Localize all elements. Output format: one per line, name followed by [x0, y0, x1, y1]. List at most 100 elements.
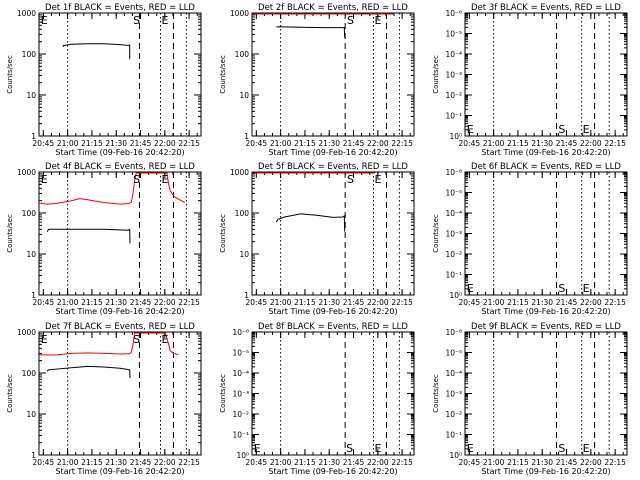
x-tick-label: 21:45 [130, 298, 152, 307]
x-tick-label: 20:45 [246, 139, 268, 148]
marker-label-s: S [558, 123, 565, 136]
events-series-line [62, 43, 131, 60]
x-tick-label: 22:15 [178, 458, 200, 467]
x-tick-label: 21:45 [556, 298, 578, 307]
y-axis-label: Counts/sec [432, 55, 440, 94]
x-tick-label: 21:30 [318, 139, 340, 148]
x-tick-label: 20:45 [459, 139, 481, 148]
plot-det5: Det 5f BLACK = Events, RED = LLD 1 10 100 10… [219, 162, 415, 316]
x-tick-label: 21:00 [270, 458, 292, 467]
x-tick-label: 21:00 [483, 139, 505, 148]
x-tick-label: 20:45 [33, 139, 55, 148]
x-tick-label: 21:45 [343, 458, 365, 467]
marker-label-s: S [133, 333, 140, 346]
x-tick-label: 21:00 [270, 139, 292, 148]
marker-label-s: S [558, 442, 565, 455]
events-series-line [46, 365, 131, 379]
x-tick-label: 21:15 [507, 298, 529, 307]
y-tick-label: 10⁰ [236, 451, 249, 460]
y-tick-label: 10⁻¹ [445, 112, 462, 121]
y-axis-label: Counts/sec [219, 374, 227, 413]
y-tick-label: 10⁻¹ [232, 431, 249, 440]
x-axis-label: Start Time (09-Feb-16 20:42:20) [55, 148, 184, 157]
marker-label-s: S [133, 173, 140, 186]
y-tick-label: 1 [31, 291, 36, 300]
x-tick-label: 21:30 [531, 298, 553, 307]
plot-frame [464, 331, 628, 456]
plot-title: Det 2f BLACK = Events, RED = LLD [258, 3, 408, 13]
x-tick-label: 20:45 [459, 298, 481, 307]
x-tick-label: 22:15 [391, 139, 413, 148]
y-tick-label: 10⁻² [445, 410, 462, 419]
x-tick-label: 22:15 [178, 298, 200, 307]
y-tick-label: 10⁻² [232, 410, 249, 419]
plot-det9: Det 9f BLACK = Events, RED = LLD 10⁰ 10⁻¹ 1… [432, 322, 628, 476]
y-tick-label: 10⁻⁴ [232, 369, 249, 378]
y-axis-label: Counts/sec [6, 214, 14, 253]
plot-det3: Det 3f BLACK = Events, RED = LLD 10⁰ 10⁻¹ 1… [432, 3, 628, 157]
x-tick-label: 21:00 [57, 139, 79, 148]
x-tick-label: 22:00 [367, 298, 389, 307]
y-tick-label: 10 [26, 410, 36, 419]
marker-label-e: E [583, 442, 590, 455]
y-tick-label: 10⁻² [445, 91, 462, 100]
x-tick-label: 20:45 [33, 298, 55, 307]
y-tick-label: 10⁻⁶ [445, 168, 462, 177]
y-tick-label: 10⁻² [445, 250, 462, 259]
marker-label-e: E [162, 333, 169, 346]
y-tick-label: 100 [22, 209, 37, 218]
y-tick-label: 10⁻³ [445, 230, 462, 239]
y-tick-label: 10⁻³ [445, 71, 462, 80]
marker-label-s: S [346, 442, 353, 455]
x-tick-label: 21:30 [105, 458, 127, 467]
y-tick-label: 10⁻⁵ [232, 349, 249, 358]
y-tick-label: 1 [31, 132, 36, 141]
x-tick-label: 22:00 [154, 458, 176, 467]
plot-frame [464, 12, 628, 137]
plot-det8: Det 8f BLACK = Events, RED = LLD 10⁰ 10⁻¹ 1… [219, 322, 415, 476]
marker-label-e: E [162, 173, 169, 186]
y-tick-label: 10⁻¹ [445, 271, 462, 280]
events-series-line [275, 213, 346, 232]
plot-title: Det 4f BLACK = Events, RED = LLD [45, 162, 195, 172]
y-axis-label: Counts/sec [6, 55, 14, 94]
marker-label-e: E [467, 123, 474, 136]
y-tick-label: 10⁻³ [232, 390, 249, 399]
marker-label-e: E [583, 282, 590, 295]
x-tick-label: 21:15 [294, 298, 316, 307]
y-tick-label: 1000 [17, 328, 36, 337]
y-tick-label: 10⁻⁴ [445, 50, 462, 59]
marker-label-s: S [133, 14, 140, 27]
y-tick-label: 10⁰ [449, 451, 462, 460]
x-tick-label: 22:15 [604, 458, 626, 467]
y-tick-label: 10 [26, 250, 36, 259]
plot-frame [464, 171, 628, 296]
y-tick-label: 1 [31, 451, 36, 460]
x-axis-label: Start Time (09-Feb-16 20:42:20) [481, 467, 610, 476]
marker-label-s: S [347, 14, 354, 27]
plot-title: Det 7f BLACK = Events, RED = LLD [45, 322, 195, 332]
y-tick-label: 1 [244, 132, 249, 141]
x-tick-label: 21:00 [57, 458, 79, 467]
marker-label-s: S [347, 173, 354, 186]
y-tick-label: 10⁻⁵ [445, 349, 462, 358]
marker-label-e: E [375, 173, 382, 186]
x-tick-label: 22:00 [154, 298, 176, 307]
x-tick-label: 21:30 [318, 458, 340, 467]
x-tick-label: 21:30 [318, 298, 340, 307]
y-tick-label: 10⁻³ [445, 390, 462, 399]
plot-title: Det 5f BLACK = Events, RED = LLD [258, 162, 408, 172]
x-tick-label: 22:15 [178, 139, 200, 148]
x-tick-label: 20:45 [246, 458, 268, 467]
marker-label-e: E [467, 282, 474, 295]
x-axis-label: Start Time (09-Feb-16 20:42:20) [268, 307, 397, 316]
x-tick-label: 22:00 [580, 139, 602, 148]
y-tick-label: 10 [26, 91, 36, 100]
x-axis-label: Start Time (09-Feb-16 20:42:20) [55, 307, 184, 316]
marker-label-e: E [41, 333, 48, 346]
x-tick-label: 21:15 [81, 298, 103, 307]
plot-frame [251, 171, 415, 296]
x-tick-label: 21:45 [343, 139, 365, 148]
y-tick-label: 10⁻⁵ [445, 189, 462, 198]
